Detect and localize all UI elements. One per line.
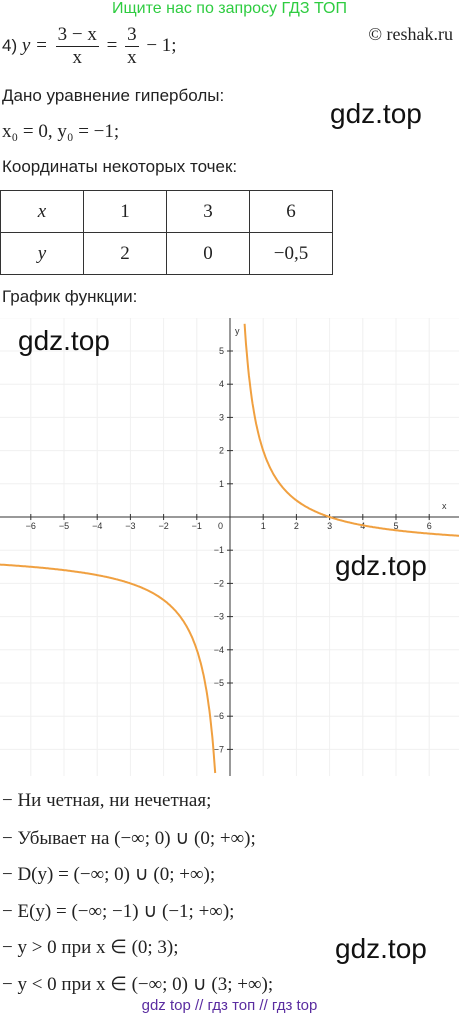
y-tick-label: 2 (219, 446, 224, 456)
cell: −0,5 (249, 232, 333, 275)
cell-text: x (37, 200, 47, 222)
y-tick-label: 4 (219, 379, 224, 389)
lhs: y = (21, 34, 48, 56)
y-tick-label: −6 (214, 711, 224, 721)
property: − Убывает на (−∞; 0) ∪ (0; +∞); (2, 827, 256, 849)
cell: 1 (83, 190, 167, 233)
cell: x (0, 190, 84, 233)
task-number: 4) (2, 35, 18, 55)
x-tick-label: 1 (261, 521, 266, 531)
property: − y < 0 при x ∈ (−∞; 0) ∪ (3; +∞); (2, 973, 274, 995)
given: x₀ = 0, y₀ = −1; (2, 121, 120, 142)
cell: 3 (166, 190, 250, 233)
row: y 2 0 −0,5 (0, 232, 333, 275)
axis-label: y (235, 326, 240, 336)
x-tick-label: −4 (92, 521, 102, 531)
copyright: © reshak.ru (368, 24, 453, 44)
curve (243, 323, 459, 537)
y-tick-label: 5 (219, 346, 224, 356)
cell: 2 (83, 232, 167, 275)
denominator: x (127, 47, 137, 68)
y-tick-label: −3 (214, 612, 224, 622)
cell: 6 (249, 190, 333, 233)
y-tick-label: 1 (219, 479, 224, 489)
watermark: gdz.top (335, 550, 427, 581)
x-tick-label: 3 (327, 521, 332, 531)
denominator: x (72, 47, 83, 68)
cell: y (0, 232, 84, 275)
x-tick-label: −5 (59, 521, 69, 531)
graph-heading: График функции: (2, 287, 138, 306)
property: − E(y) = (−∞; −1) ∪ (−1; +∞); (2, 900, 235, 922)
property: − Ни четная, ни нечетная; (2, 790, 212, 811)
banner: Ищите нас по запросу ГДЗ ТОП (112, 0, 347, 17)
property: − D(y) = (−∞; 0) ∪ (0; +∞); (2, 864, 216, 885)
property: − y > 0 при x ∈ (0; 3); (2, 937, 179, 958)
x-tick-label: 2 (294, 521, 299, 531)
y-tick-label: −1 (214, 545, 224, 555)
y-tick-label: −5 (214, 678, 224, 688)
watermark: gdz.top (335, 933, 427, 964)
numerator: 3 − x (55, 24, 99, 47)
watermark: gdz.top (330, 98, 422, 129)
curve (0, 563, 217, 774)
cell-text: y (37, 242, 47, 264)
x-tick-label: −3 (125, 521, 135, 531)
given-heading: Дано уравнение гиперболы: (2, 86, 225, 105)
footer: gdz top // гдз топ // гдз top (141, 997, 318, 1014)
axis-label: x (442, 501, 447, 511)
x-tick-label: −1 (192, 521, 202, 531)
watermark: gdz.top (18, 325, 110, 356)
y-tick-label: −4 (214, 645, 224, 655)
x-tick-label: 6 (427, 521, 432, 531)
equals: = (106, 34, 118, 56)
y-tick-label: 3 (219, 412, 224, 422)
origin-label: 0 (218, 521, 223, 531)
y-tick-label: −7 (214, 744, 224, 754)
cell: 0 (166, 232, 250, 275)
x-tick-label: 5 (393, 521, 398, 531)
x-tick-label: −6 (26, 521, 36, 531)
y-tick-label: −2 (214, 578, 224, 588)
numerator: 3 (125, 24, 139, 47)
tail: − 1; (146, 34, 177, 56)
points-heading: Координаты некоторых точек: (2, 157, 238, 176)
x-tick-label: −2 (158, 521, 168, 531)
